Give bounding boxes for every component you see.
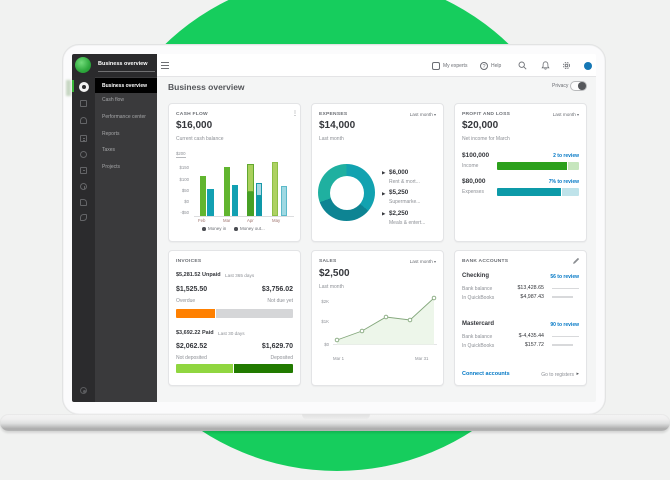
svg-text:$0: $0 [324,342,329,347]
svg-text:$2K: $2K [321,299,329,304]
svg-text:$1K: $1K [321,319,329,324]
